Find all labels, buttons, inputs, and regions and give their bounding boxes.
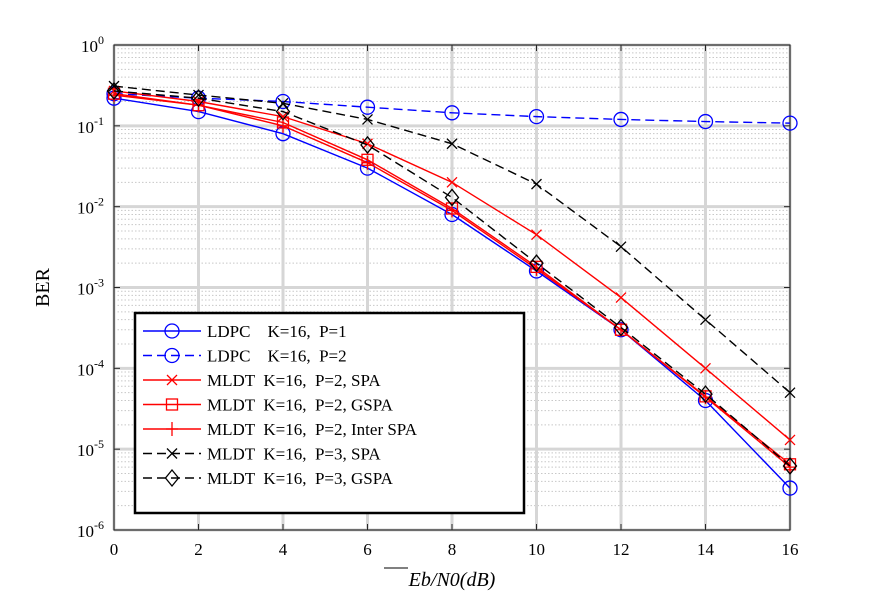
data-point	[359, 99, 376, 115]
legend-entry: LDPC K=16, P=2	[143, 347, 347, 366]
data-point	[698, 385, 713, 404]
y-tick-label: 100	[81, 33, 104, 56]
x-tick-label: 2	[194, 540, 203, 559]
legend-marker	[166, 422, 178, 436]
series-line	[113, 90, 791, 467]
data-point	[782, 480, 798, 496]
legend-label: LDPC K=16, P=1	[207, 322, 347, 341]
legend-label: MLDT K=16, P=3, SPA	[207, 445, 381, 464]
data-series	[106, 80, 798, 496]
legend-entry: MLDT K=16, P=2, GSPA	[143, 396, 394, 415]
data-point	[615, 292, 627, 304]
x-tick-label: 12	[613, 540, 630, 559]
data-point	[360, 135, 375, 154]
data-point	[275, 102, 291, 121]
data-point	[700, 314, 711, 326]
y-tick-label: 10-4	[77, 356, 104, 379]
data-point	[782, 456, 798, 475]
data-point	[531, 229, 542, 241]
data-point	[444, 188, 460, 207]
legend-label: MLDT K=16, P=2, SPA	[207, 371, 381, 390]
series-6	[106, 81, 798, 475]
axes: 0 2 4 6 8 10 12 14 16 100 10-1 10-2 10-3 10-4 10-5 10-6	[77, 33, 799, 569]
x-tick-label: 8	[448, 540, 457, 559]
data-point	[613, 111, 629, 128]
data-point	[613, 318, 629, 337]
y-tick-label: 10-1	[77, 114, 104, 137]
x-tick-label: 6	[363, 540, 372, 559]
legend-marker	[164, 347, 180, 364]
legend-marker	[164, 468, 180, 488]
data-point	[191, 89, 206, 108]
data-point	[444, 105, 460, 121]
data-point	[697, 113, 714, 130]
legend-entry: MLDT K=16, P=2, Inter SPA	[143, 420, 418, 439]
legend-marker	[166, 448, 178, 459]
y-tick-label: 10-5	[77, 437, 104, 460]
legend-entry: LDPC K=16, P=1	[143, 322, 347, 341]
y-tick-label: 10-6	[77, 518, 104, 541]
data-point	[277, 118, 289, 133]
data-point	[446, 138, 458, 150]
data-point	[106, 81, 122, 100]
x-tick-label: 16	[782, 540, 799, 559]
x-axis-label: Eb/N0(dB)	[408, 569, 496, 591]
data-point	[446, 176, 458, 188]
data-point	[361, 155, 374, 170]
legend-label: MLDT K=16, P=2, Inter SPA	[207, 420, 418, 439]
legend-label: LDPC K=16, P=2	[207, 347, 347, 366]
legend-label: MLDT K=16, P=3, GSPA	[207, 469, 394, 488]
data-point	[108, 80, 120, 92]
x-tick-label: 14	[697, 540, 715, 559]
legend-marker	[165, 398, 179, 411]
legend-marker	[164, 323, 180, 339]
data-point	[700, 362, 711, 374]
data-point	[529, 254, 544, 273]
data-point	[531, 178, 542, 190]
x-tick-label: 0	[110, 540, 119, 559]
data-point	[784, 387, 796, 399]
data-point	[784, 460, 796, 475]
legend-entry: MLDT K=16, P=3, SPA	[143, 445, 381, 464]
data-point	[784, 434, 796, 446]
legend-entry: MLDT K=16, P=3, GSPA	[143, 468, 394, 488]
y-axis-label: BER	[32, 267, 54, 307]
series-line	[113, 92, 791, 124]
legend-entry: MLDT K=16, P=2, SPA	[143, 371, 381, 390]
data-point	[362, 113, 373, 125]
series-5	[108, 80, 796, 399]
data-point	[528, 108, 545, 125]
y-tick-label: 10-3	[77, 276, 104, 299]
legend-marker	[166, 374, 178, 386]
data-point	[615, 241, 627, 253]
legend-label: MLDT K=16, P=2, GSPA	[207, 396, 394, 415]
legend: LDPC K=16, P=1 LDPC K=16, P=2 MLDT K=16, P…	[133, 311, 526, 515]
x-tick-label: 10	[528, 540, 545, 559]
data-point	[275, 93, 291, 110]
x-tick-label: 4	[279, 540, 288, 559]
legend-box	[133, 311, 526, 515]
data-point	[782, 115, 798, 131]
y-tick-label: 10-2	[77, 195, 104, 218]
data-point	[530, 261, 543, 276]
